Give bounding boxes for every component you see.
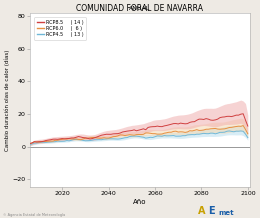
Text: © Agencia Estatal de Meteorología: © Agencia Estatal de Meteorología xyxy=(3,213,65,217)
Title: COMUNIDAD FORAL DE NAVARRA: COMUNIDAD FORAL DE NAVARRA xyxy=(76,4,203,13)
X-axis label: Año: Año xyxy=(133,199,147,205)
Text: A: A xyxy=(198,206,205,216)
Text: E: E xyxy=(208,206,214,216)
Text: ANUAL: ANUAL xyxy=(129,6,151,11)
Y-axis label: Cambio duración olas de calor (días): Cambio duración olas de calor (días) xyxy=(4,49,10,151)
Text: met: met xyxy=(218,210,234,216)
Legend: RCP8.5     ( 14 ), RCP6.0     (  6 ), RCP4.5     ( 13 ): RCP8.5 ( 14 ), RCP6.0 ( 6 ), RCP4.5 ( 13… xyxy=(34,17,86,40)
